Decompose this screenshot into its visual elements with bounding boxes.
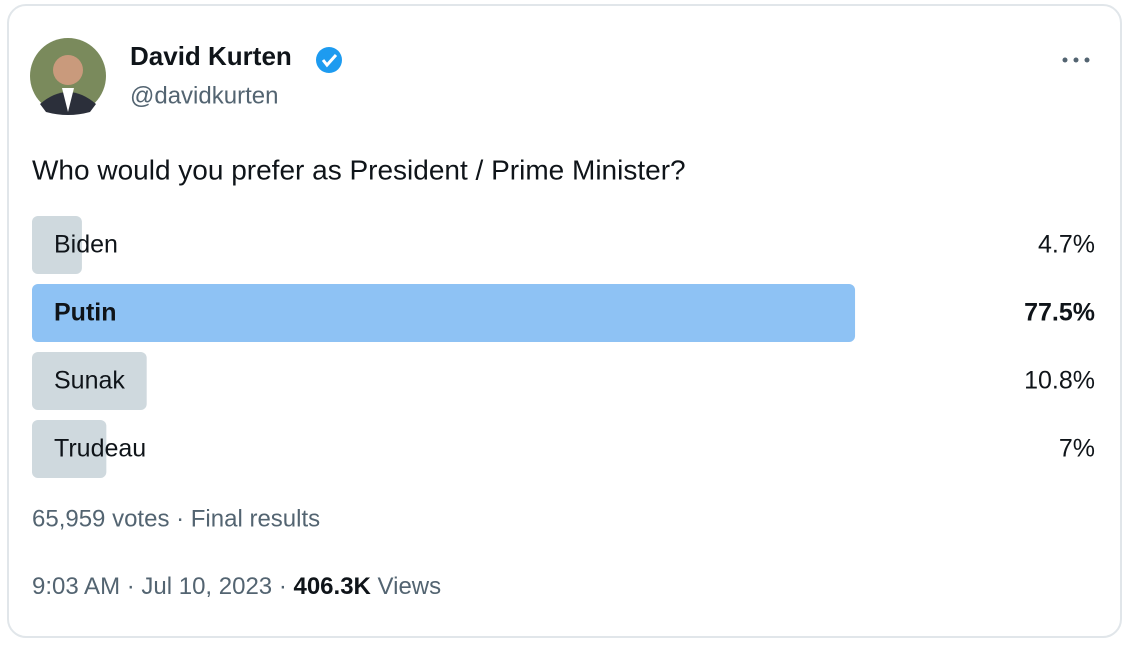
timestamp: 9:03 AM · Jul 10, 2023 · 406.3K Views xyxy=(32,573,441,600)
poll-bar xyxy=(32,284,856,342)
more-menu[interactable] xyxy=(1062,57,1090,63)
author-handle[interactable]: @davidkurten xyxy=(130,82,278,109)
poll-bar xyxy=(32,216,82,274)
poll-summary: 65,959 votes · Final results xyxy=(32,505,320,532)
views-count: 406.3K xyxy=(293,573,371,600)
poll: Biden 4.7% Putin 77.5% Sunak 10.8% Trudeau 7% xyxy=(32,216,1095,478)
tweet-text: Who would you prefer as President / Prim… xyxy=(32,154,686,185)
poll-option-label: Putin xyxy=(54,299,117,327)
avatar[interactable] xyxy=(30,38,106,115)
poll-option-label: Biden xyxy=(54,231,118,259)
poll-bar xyxy=(32,420,107,478)
verified-badge xyxy=(316,47,342,73)
poll-option-label: Trudeau xyxy=(54,435,146,463)
author-name[interactable]: David Kurten xyxy=(130,41,292,71)
poll-option-label: Sunak xyxy=(54,367,125,395)
poll-bar xyxy=(32,352,147,410)
poll-percentage: 4.7% xyxy=(1038,231,1095,259)
poll-percentage: 10.8% xyxy=(1024,367,1095,395)
timestamp-date[interactable]: 9:03 AM · Jul 10, 2023 · xyxy=(32,573,287,600)
poll-percentage: 77.5% xyxy=(1024,299,1095,327)
views-label: Views xyxy=(378,573,442,600)
poll-percentage: 7% xyxy=(1059,435,1095,463)
